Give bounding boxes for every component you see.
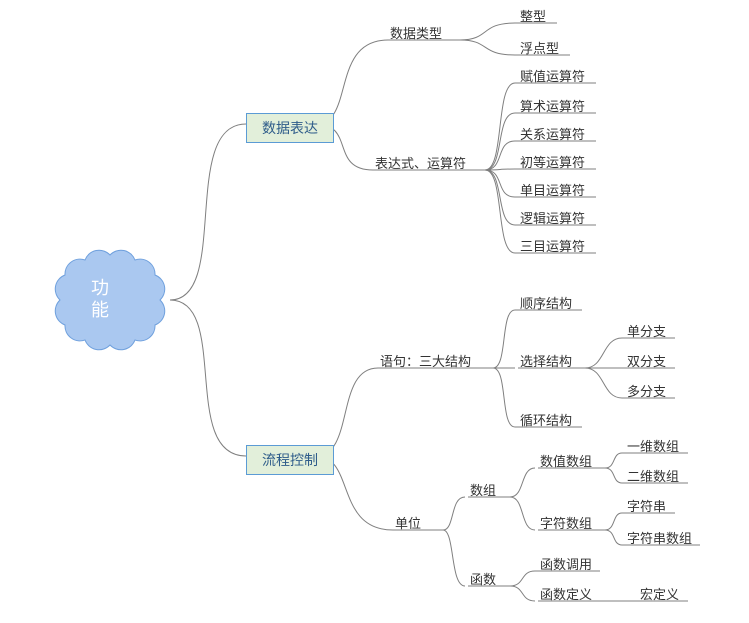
node-label: 循环结构 [520, 410, 572, 429]
node-label: 语句：三大结构 [380, 351, 471, 370]
node-label: 单位 [395, 513, 421, 532]
branch-box: 数据表达 [246, 113, 334, 143]
node-label: 赋值运算符 [520, 66, 585, 85]
node-label: 字符数组 [540, 513, 592, 532]
node-label: 数据类型 [390, 23, 442, 42]
node-label: 字符串 [627, 496, 666, 515]
node-label: 数组 [470, 480, 496, 499]
branch-label: 流程控制 [262, 454, 318, 469]
node-label: 宏定义 [640, 584, 679, 603]
node-label: 单分支 [627, 321, 666, 340]
node-label: 二维数组 [627, 466, 679, 485]
node-label: 函数 [470, 569, 496, 588]
node-label: 字符串数组 [627, 528, 692, 547]
branch-box: 流程控制 [246, 445, 334, 475]
branch-label: 数据表达 [262, 122, 318, 137]
node-label: 浮点型 [520, 38, 559, 57]
node-label: 一维数组 [627, 436, 679, 455]
node-label: 顺序结构 [520, 293, 572, 312]
node-label: 逻辑运算符 [520, 208, 585, 227]
node-label: 关系运算符 [520, 124, 585, 143]
node-label: 算术运算符 [520, 96, 585, 115]
node-label: 三目运算符 [520, 236, 585, 255]
node-label: 单目运算符 [520, 180, 585, 199]
node-label: 多分支 [627, 381, 666, 400]
node-label: 函数调用 [540, 554, 592, 573]
node-label: 函数定义 [540, 584, 592, 603]
node-label: 整型 [520, 6, 546, 25]
node-label: 初等运算符 [520, 152, 585, 171]
node-label: 数值数组 [540, 451, 592, 470]
root-label: 功能 [91, 278, 109, 321]
root-cloud: 功能 [30, 245, 170, 355]
node-label: 选择结构 [520, 351, 572, 370]
node-label: 双分支 [627, 351, 666, 370]
node-label: 表达式、运算符 [375, 153, 466, 172]
